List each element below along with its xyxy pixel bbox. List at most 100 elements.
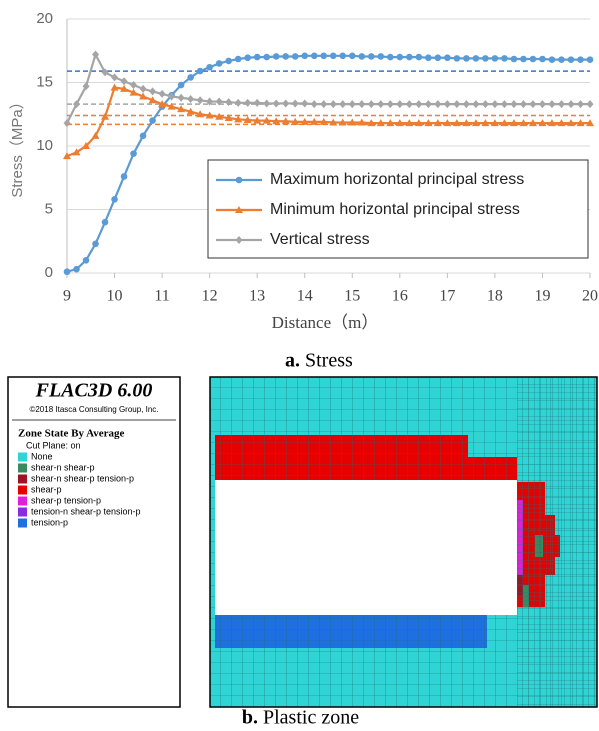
- marker: [121, 77, 128, 85]
- marker: [311, 100, 318, 108]
- marker: [83, 257, 90, 264]
- marker: [254, 54, 261, 61]
- legend-label: None: [31, 451, 53, 461]
- x-tick-label: 12: [202, 288, 218, 305]
- y-tick-label: 0: [45, 264, 53, 281]
- x-tick-label: 10: [107, 288, 123, 305]
- marker: [587, 56, 594, 63]
- marker: [358, 100, 365, 108]
- marker: [530, 56, 537, 63]
- marker: [463, 55, 470, 62]
- marker: [501, 55, 508, 62]
- marker: [482, 100, 489, 108]
- x-tick-label: 19: [534, 288, 550, 305]
- flac-cut-plane: Cut Plane: on: [26, 440, 81, 450]
- legend-label: shear-p: [31, 484, 62, 494]
- flac-copyright: ©2018 Itasca Consulting Group, Inc.: [29, 405, 158, 414]
- marker: [416, 54, 423, 61]
- marker: [396, 100, 403, 108]
- marker: [197, 68, 204, 75]
- marker: [111, 73, 118, 81]
- marker: [187, 95, 194, 103]
- marker: [510, 100, 517, 108]
- caption-label: b.: [242, 707, 258, 729]
- marker: [225, 98, 232, 106]
- marker: [415, 100, 422, 108]
- marker: [197, 96, 204, 104]
- marker: [263, 99, 270, 107]
- x-tick-label: 16: [392, 288, 408, 305]
- legend-label: tension-p: [31, 517, 68, 527]
- marker: [453, 100, 460, 108]
- marker: [558, 100, 565, 108]
- marker: [244, 99, 251, 107]
- marker: [444, 100, 451, 108]
- x-tick-label: 18: [487, 288, 503, 305]
- marker: [140, 133, 147, 140]
- legend-label: Maximum horizontal principal stress: [270, 171, 524, 188]
- marker: [159, 90, 166, 98]
- marker: [472, 100, 479, 108]
- marker: [368, 53, 375, 60]
- y-axis-label: Stress（MPa）: [9, 94, 26, 197]
- caption-text: Plastic zone: [263, 707, 359, 729]
- marker: [587, 100, 594, 108]
- marker: [111, 196, 118, 203]
- plastic-zone-image: [210, 377, 597, 707]
- marker: [311, 53, 318, 60]
- marker: [282, 53, 289, 60]
- marker: [292, 99, 299, 107]
- marker: [378, 53, 385, 60]
- legend-label: Vertical stress: [270, 231, 370, 248]
- marker: [301, 99, 308, 107]
- marker: [73, 266, 80, 273]
- marker: [273, 53, 280, 60]
- marker: [368, 100, 375, 108]
- x-tick-label: 17: [439, 288, 455, 305]
- flac-heading: Zone State By Average: [18, 428, 125, 440]
- legend-label: shear-n shear-p tension-p: [31, 473, 134, 483]
- x-axis-label: Distance（m）: [272, 313, 379, 332]
- x-tick-label: 15: [344, 288, 360, 305]
- marker: [320, 100, 327, 108]
- legend-swatch: [18, 464, 27, 473]
- marker: [102, 219, 109, 226]
- legend-label: tension-n shear-p tension-p: [31, 506, 141, 516]
- marker: [549, 56, 556, 63]
- marker: [482, 55, 489, 62]
- marker: [539, 56, 546, 63]
- marker: [273, 99, 280, 107]
- marker: [64, 268, 71, 275]
- page: Stress（MPa） Distance（m） a. Stress FLAC3D…: [0, 0, 599, 731]
- legend-swatch: [18, 486, 27, 495]
- marker: [320, 53, 327, 60]
- marker: [501, 100, 508, 108]
- marker: [492, 55, 499, 62]
- marker: [130, 150, 137, 157]
- mesh-lines: [517, 377, 597, 707]
- marker: [397, 54, 404, 61]
- marker: [406, 54, 413, 61]
- marker: [282, 99, 289, 107]
- marker: [178, 82, 185, 89]
- marker: [558, 56, 565, 63]
- marker: [387, 100, 394, 108]
- y-tick-label: 20: [36, 10, 53, 27]
- caption-text: Stress: [305, 350, 353, 372]
- marker: [577, 100, 584, 108]
- marker: [377, 100, 384, 108]
- marker: [92, 240, 99, 247]
- marker: [244, 54, 251, 61]
- marker: [149, 117, 156, 124]
- marker: [567, 100, 574, 108]
- marker: [425, 54, 432, 61]
- marker: [358, 53, 365, 60]
- marker: [387, 54, 394, 61]
- legend-label: shear-p tension-p: [31, 495, 101, 505]
- marker: [330, 100, 337, 108]
- marker: [520, 56, 527, 63]
- marker: [235, 99, 242, 107]
- marker: [292, 53, 299, 60]
- x-tick-label: 9: [63, 288, 71, 305]
- figure: Stress（MPa） Distance（m） a. Stress FLAC3D…: [0, 0, 599, 731]
